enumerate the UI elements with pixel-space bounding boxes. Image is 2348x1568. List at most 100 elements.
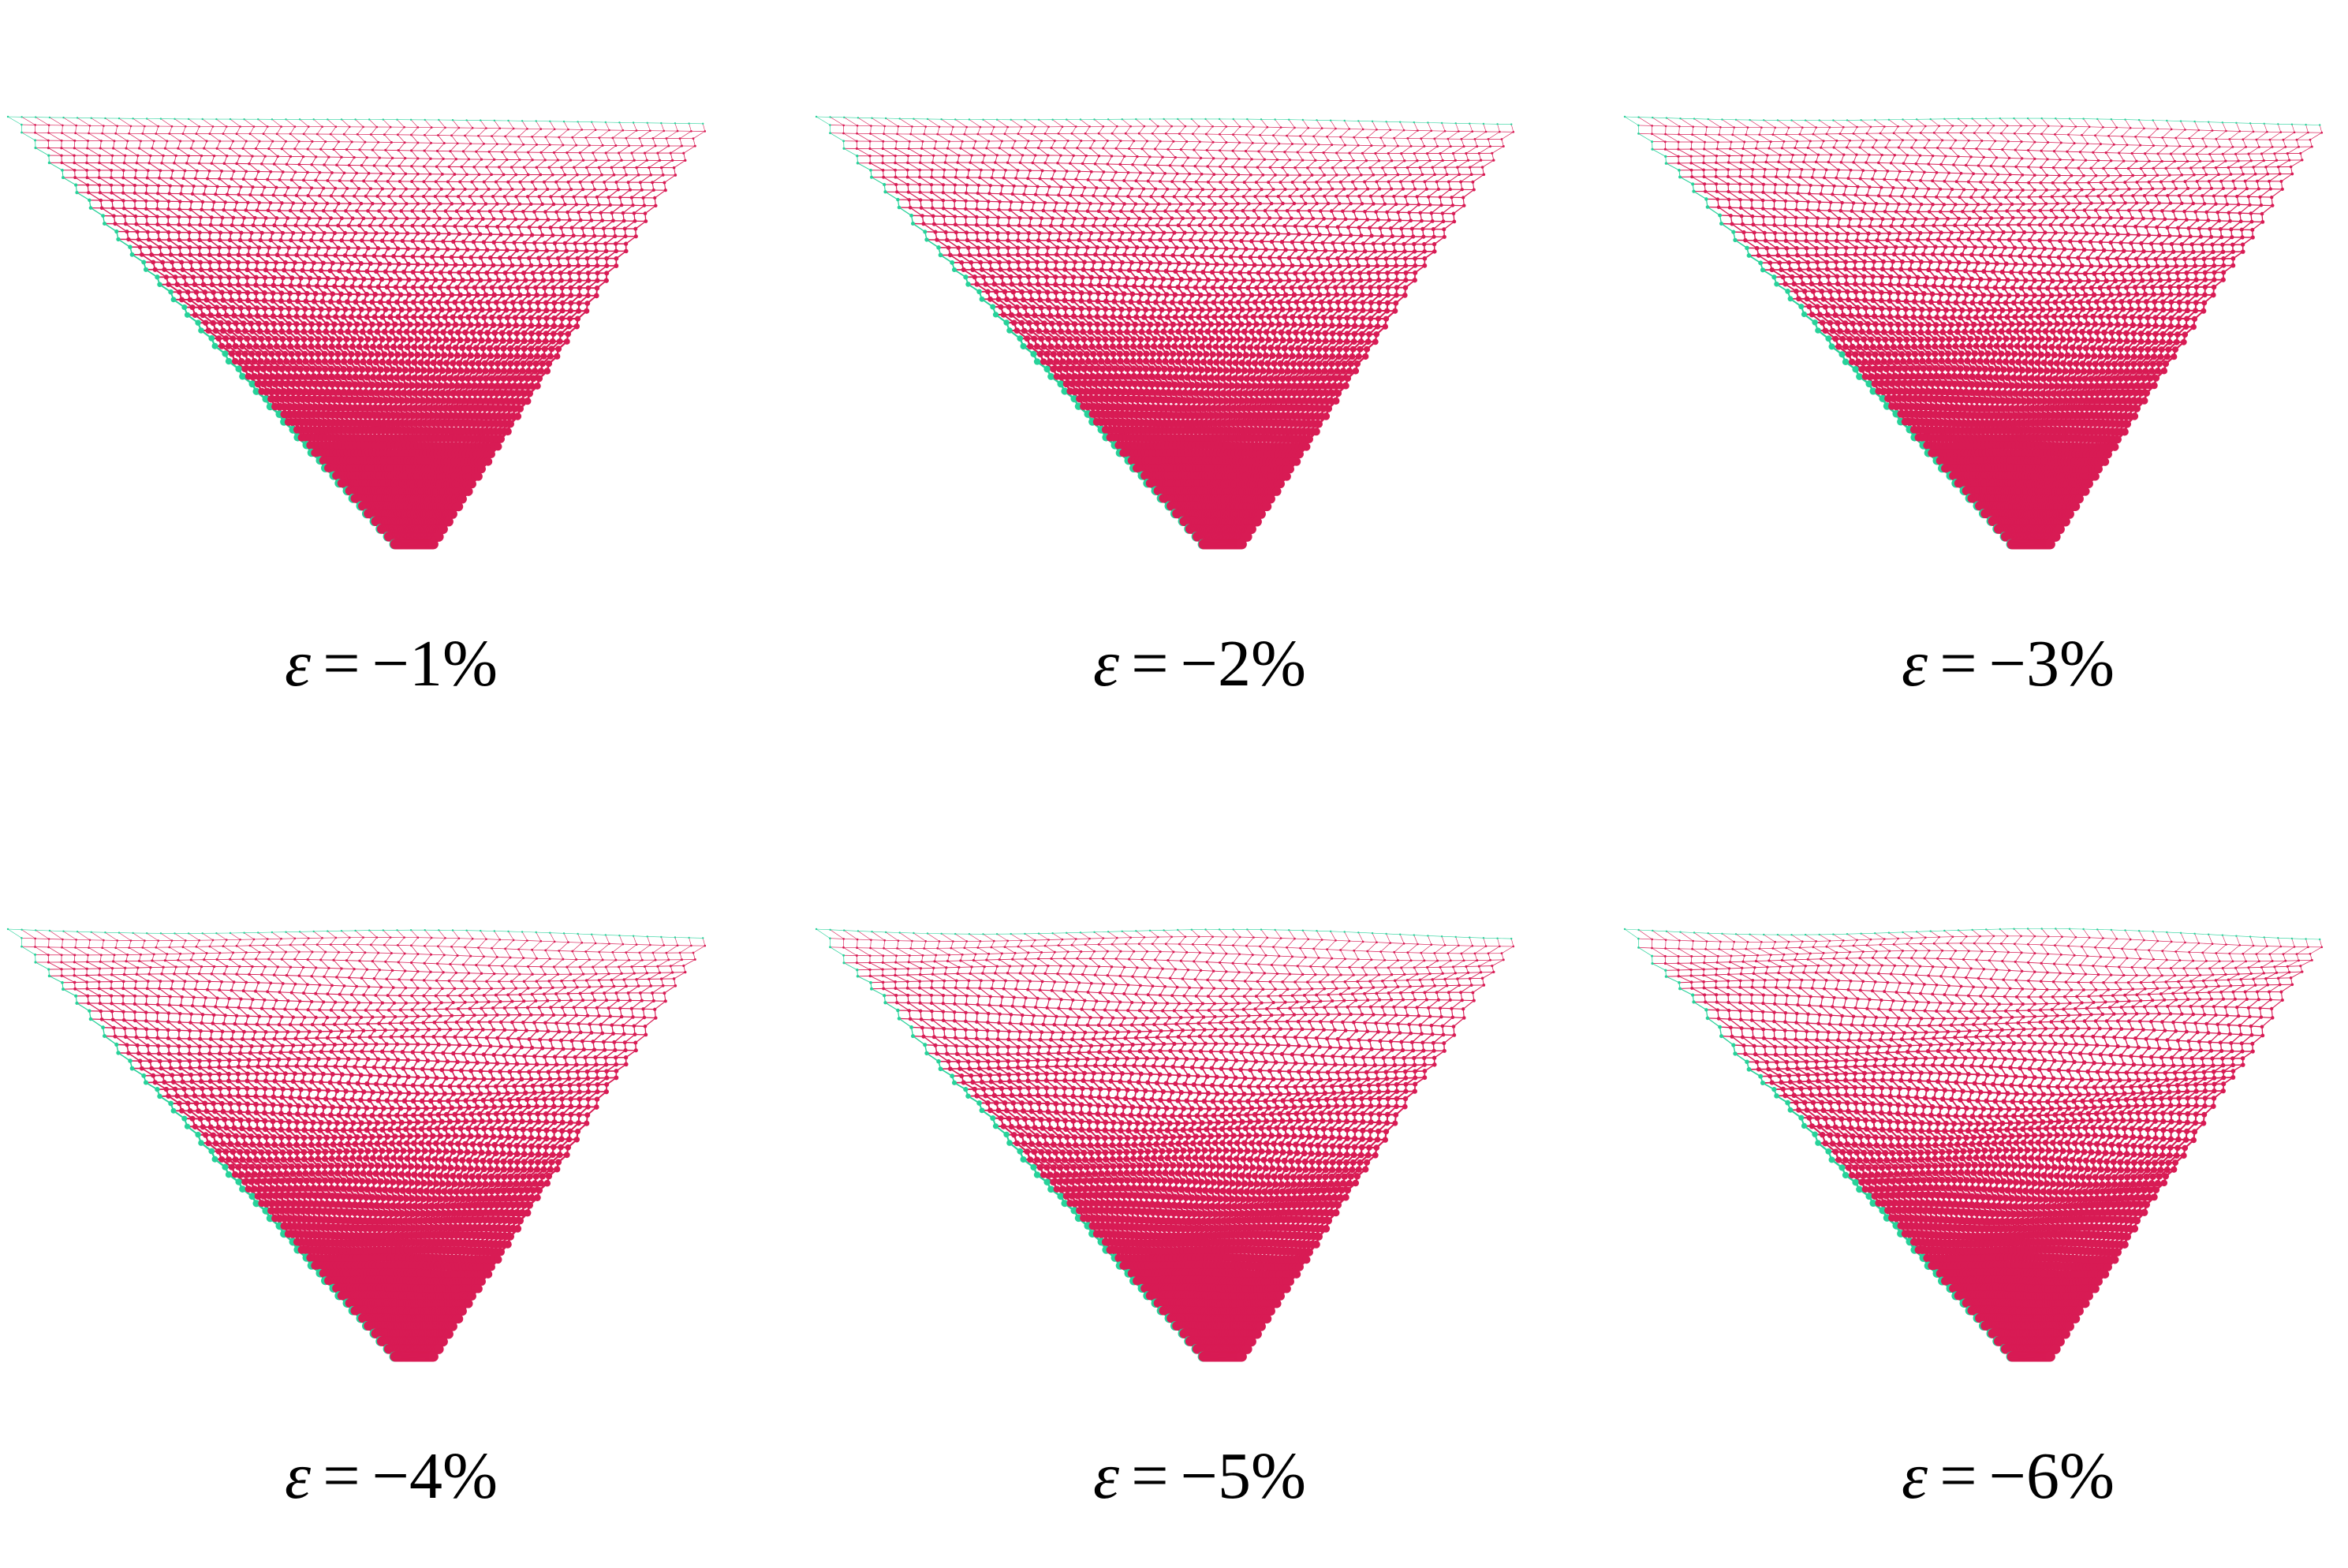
- bond: [147, 178, 159, 186]
- bond: [89, 133, 102, 141]
- bond: [492, 129, 500, 136]
- bond: [196, 126, 200, 133]
- bond: [292, 180, 300, 188]
- bond: [680, 131, 691, 138]
- bond: [655, 190, 666, 198]
- bond: [287, 164, 296, 172]
- bond: [592, 175, 602, 182]
- bond: [140, 148, 151, 155]
- bond: [412, 151, 418, 159]
- bond: [484, 174, 491, 181]
- bond: [49, 133, 62, 141]
- bond: [586, 138, 590, 146]
- bond: [509, 121, 514, 129]
- bond: [99, 163, 111, 170]
- bond: [519, 129, 528, 136]
- bond: [467, 120, 473, 128]
- bond: [290, 134, 299, 142]
- bond: [22, 133, 35, 140]
- bond: [437, 159, 444, 166]
- bond: [465, 136, 471, 144]
- bond: [495, 121, 500, 129]
- bond: [136, 178, 147, 186]
- bond: [424, 128, 431, 136]
- bond: [347, 142, 353, 150]
- bond: [640, 131, 651, 139]
- bond: [398, 127, 404, 135]
- bond: [371, 135, 378, 143]
- bond: [35, 133, 49, 140]
- bond: [111, 177, 123, 185]
- bond: [546, 129, 555, 137]
- bond: [412, 159, 418, 166]
- bond: [528, 152, 533, 160]
- bond: [308, 149, 316, 157]
- bond: [450, 144, 457, 151]
- bond: [662, 160, 673, 167]
- bond: [344, 127, 349, 134]
- bond: [116, 133, 128, 141]
- bond: [267, 180, 276, 188]
- bond: [171, 178, 182, 186]
- bond: [250, 195, 259, 203]
- bond: [210, 126, 213, 133]
- bond: [532, 175, 541, 182]
- bond: [129, 133, 141, 141]
- bond: [50, 162, 63, 170]
- bond: [438, 136, 444, 144]
- bond: [126, 148, 138, 155]
- bond: [438, 144, 445, 151]
- bond: [74, 163, 87, 170]
- bond: [22, 117, 35, 125]
- bond: [452, 136, 458, 144]
- bond: [606, 146, 616, 153]
- bond: [114, 148, 125, 155]
- bond: [438, 151, 444, 159]
- bond: [592, 122, 595, 130]
- panel-strain-1: ε=−1%: [0, 0, 782, 756]
- bond: [524, 160, 533, 167]
- bond: [103, 133, 114, 141]
- bond: [189, 119, 200, 127]
- bond: [559, 137, 563, 145]
- bond: [105, 118, 117, 126]
- bond: [119, 118, 131, 126]
- bond: [223, 134, 233, 141]
- bond: [324, 165, 332, 173]
- bond: [632, 146, 642, 153]
- bond: [330, 134, 338, 142]
- bond: [48, 148, 62, 156]
- bond: [463, 151, 468, 159]
- bond: [202, 210, 212, 218]
- bond: [645, 206, 655, 214]
- bond: [256, 148, 265, 156]
- bond: [49, 125, 50, 133]
- bond: [304, 134, 312, 142]
- bond: [619, 146, 629, 153]
- bond: [200, 163, 210, 171]
- bond: [593, 145, 603, 152]
- bond: [515, 152, 520, 160]
- bond: [520, 175, 528, 182]
- bond: [136, 163, 147, 171]
- bond: [191, 210, 201, 218]
- bond: [269, 149, 278, 157]
- bond: [624, 160, 634, 167]
- bond: [349, 158, 354, 166]
- bond: [661, 123, 664, 131]
- bond: [216, 119, 226, 126]
- bond: [63, 177, 76, 185]
- bond: [562, 160, 571, 167]
- bond: [487, 159, 495, 167]
- bond: [693, 131, 705, 138]
- bond: [609, 190, 618, 198]
- bond: [386, 158, 392, 166]
- bond: [519, 136, 524, 144]
- bond: [299, 165, 308, 173]
- bond: [632, 190, 642, 198]
- bond: [312, 165, 319, 173]
- bond: [587, 160, 596, 167]
- bond: [184, 178, 194, 186]
- bond: [374, 158, 379, 166]
- bond: [99, 177, 111, 185]
